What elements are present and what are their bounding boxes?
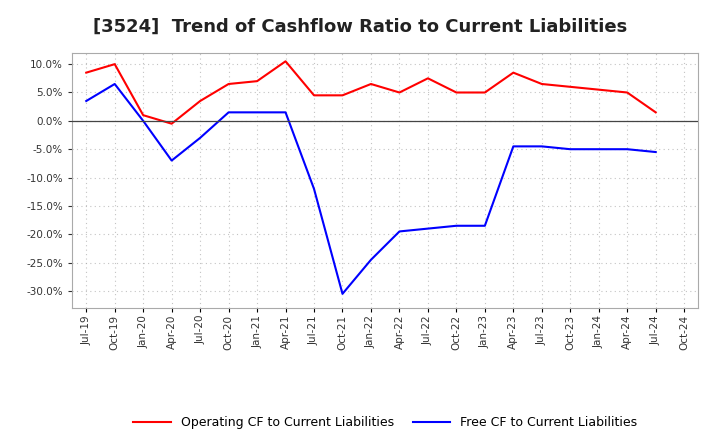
Free CF to Current Liabilities xyxy=(282,110,290,115)
Free CF to Current Liabilities xyxy=(623,147,631,152)
Free CF to Current Liabilities xyxy=(366,257,375,262)
Operating CF to Current Liabilities xyxy=(452,90,461,95)
Operating CF to Current Liabilities xyxy=(623,90,631,95)
Operating CF to Current Liabilities xyxy=(167,121,176,126)
Operating CF to Current Liabilities xyxy=(110,62,119,67)
Operating CF to Current Liabilities xyxy=(82,70,91,75)
Free CF to Current Liabilities xyxy=(338,291,347,297)
Operating CF to Current Liabilities xyxy=(225,81,233,87)
Text: [3524]  Trend of Cashflow Ratio to Current Liabilities: [3524] Trend of Cashflow Ratio to Curren… xyxy=(93,18,627,36)
Operating CF to Current Liabilities xyxy=(338,93,347,98)
Free CF to Current Liabilities xyxy=(537,144,546,149)
Operating CF to Current Liabilities xyxy=(423,76,432,81)
Operating CF to Current Liabilities xyxy=(139,113,148,118)
Free CF to Current Liabilities xyxy=(253,110,261,115)
Operating CF to Current Liabilities xyxy=(509,70,518,75)
Free CF to Current Liabilities xyxy=(225,110,233,115)
Operating CF to Current Liabilities xyxy=(395,90,404,95)
Operating CF to Current Liabilities xyxy=(253,78,261,84)
Free CF to Current Liabilities xyxy=(139,118,148,124)
Free CF to Current Liabilities xyxy=(82,99,91,104)
Operating CF to Current Liabilities xyxy=(310,93,318,98)
Operating CF to Current Liabilities xyxy=(566,84,575,89)
Free CF to Current Liabilities xyxy=(423,226,432,231)
Line: Operating CF to Current Liabilities: Operating CF to Current Liabilities xyxy=(86,61,656,124)
Free CF to Current Liabilities xyxy=(395,229,404,234)
Operating CF to Current Liabilities xyxy=(366,81,375,87)
Operating CF to Current Liabilities xyxy=(480,90,489,95)
Operating CF to Current Liabilities xyxy=(196,99,204,104)
Free CF to Current Liabilities xyxy=(652,150,660,155)
Operating CF to Current Liabilities xyxy=(282,59,290,64)
Free CF to Current Liabilities xyxy=(509,144,518,149)
Free CF to Current Liabilities xyxy=(595,147,603,152)
Line: Free CF to Current Liabilities: Free CF to Current Liabilities xyxy=(86,84,656,294)
Free CF to Current Liabilities xyxy=(167,158,176,163)
Free CF to Current Liabilities xyxy=(310,186,318,191)
Free CF to Current Liabilities xyxy=(110,81,119,87)
Operating CF to Current Liabilities xyxy=(652,110,660,115)
Legend: Operating CF to Current Liabilities, Free CF to Current Liabilities: Operating CF to Current Liabilities, Fre… xyxy=(128,411,642,434)
Free CF to Current Liabilities xyxy=(452,223,461,228)
Free CF to Current Liabilities xyxy=(196,135,204,140)
Operating CF to Current Liabilities xyxy=(595,87,603,92)
Free CF to Current Liabilities xyxy=(480,223,489,228)
Free CF to Current Liabilities xyxy=(566,147,575,152)
Operating CF to Current Liabilities xyxy=(537,81,546,87)
